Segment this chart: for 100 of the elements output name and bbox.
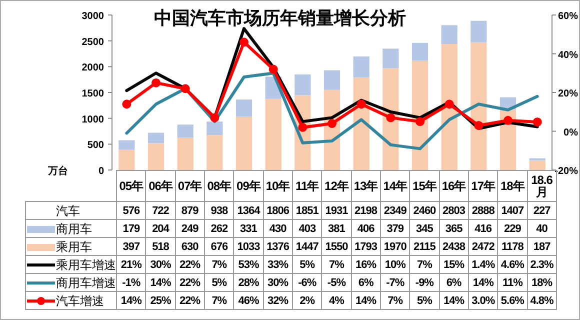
data-label: 33%	[263, 256, 292, 274]
data-label: 262	[204, 220, 234, 238]
data-label: 30%	[146, 256, 176, 274]
data-label: 53%	[234, 256, 264, 274]
y-tick-label: 3000	[82, 11, 104, 22]
data-label: 1178	[498, 238, 528, 256]
x-tick-label: 18.6月	[527, 170, 556, 202]
total-label: 938	[204, 202, 234, 220]
data-label: 4%	[322, 292, 352, 310]
data-label: -7%	[380, 274, 410, 292]
data-label: 345	[410, 220, 440, 238]
total-label: 1931	[322, 202, 352, 220]
y-axis-title: 万台	[47, 165, 68, 177]
data-label: 14%	[468, 274, 498, 292]
data-label: 331	[234, 220, 264, 238]
data-label: 6%	[351, 274, 380, 292]
data-label: 28%	[234, 274, 264, 292]
total-label: 2349	[380, 202, 410, 220]
data-label: 5%	[410, 292, 440, 310]
data-label: 14%	[146, 274, 176, 292]
data-label: 14%	[351, 292, 380, 310]
data-label: 229	[498, 220, 528, 238]
data-label: 5%	[292, 256, 322, 274]
data-label: -6%	[292, 274, 322, 292]
x-tick-label: 14年	[380, 170, 410, 202]
total-label: 1851	[292, 202, 322, 220]
data-label: 3.0%	[468, 292, 498, 310]
y2-tick-label: -20%	[554, 166, 578, 177]
data-label: 1793	[351, 238, 380, 256]
x-tick-label: 17年	[468, 170, 498, 202]
total-label: 2198	[351, 202, 380, 220]
data-label: 204	[146, 220, 176, 238]
data-label: 2438	[439, 238, 468, 256]
data-label: -5%	[322, 274, 352, 292]
y2-tick-label: 20%	[558, 88, 578, 100]
data-label: 7%	[410, 256, 440, 274]
data-label: 4.8%	[527, 292, 556, 310]
total-label: 2888	[468, 202, 498, 220]
data-label: 15%	[439, 256, 468, 274]
y-tick-label: 500	[87, 140, 104, 152]
data-label: 25%	[146, 292, 176, 310]
legend-label: 商用车	[56, 222, 92, 236]
y-tick-label: 2500	[82, 36, 104, 48]
total-label: 879	[175, 202, 204, 220]
data-label: 1.4%	[468, 256, 498, 274]
x-tick-label: 18年	[498, 170, 528, 202]
data-label: 1447	[292, 238, 322, 256]
y2-tick-label: 60%	[558, 11, 578, 22]
total-label: 1364	[234, 202, 264, 220]
data-label: -1%	[116, 274, 146, 292]
x-tick-label: 13年	[351, 170, 380, 202]
x-tick-label: 15年	[410, 170, 440, 202]
y-tick-label: 0	[98, 166, 104, 177]
data-label: 630	[175, 238, 204, 256]
data-label: 1376	[263, 238, 292, 256]
x-tick-label: 10年	[263, 170, 292, 202]
data-label: 179	[116, 220, 146, 238]
total-label: 722	[146, 202, 176, 220]
data-label: 7%	[380, 292, 410, 310]
x-tick-label: 07年	[175, 170, 204, 202]
data-label: 46%	[234, 292, 264, 310]
data-label: 249	[175, 220, 204, 238]
y2-tick-label: 40%	[558, 50, 578, 61]
x-tick-label: 08年	[204, 170, 234, 202]
x-tick-label: 05年	[116, 170, 146, 202]
data-label: 7%	[204, 292, 234, 310]
total-label: 576	[116, 202, 146, 220]
legend-label: 汽车增速	[56, 294, 104, 308]
data-label: 32%	[263, 292, 292, 310]
data-label: 403	[292, 220, 322, 238]
chart-title: 中国汽车市场历年销量增长分析	[154, 8, 406, 28]
data-label: 379	[380, 220, 410, 238]
data-label: 1033	[234, 238, 264, 256]
data-label: 22%	[175, 256, 204, 274]
data-label: 18%	[527, 274, 556, 292]
data-label: 365	[439, 220, 468, 238]
data-label: 187	[527, 238, 556, 256]
data-label: 2.3%	[527, 256, 556, 274]
data-label: 14%	[439, 292, 468, 310]
data-label: 22%	[175, 274, 204, 292]
y-tick-label: 2000	[82, 62, 104, 74]
data-label: 30%	[263, 274, 292, 292]
data-label: 14%	[116, 292, 146, 310]
data-label: 2115	[410, 238, 440, 256]
x-tick-label: 09年	[234, 170, 264, 202]
y-tick-label: 1500	[82, 88, 104, 100]
legend-label: 商用车增速	[56, 276, 116, 290]
data-label: 7%	[204, 256, 234, 274]
total-label: 1407	[498, 202, 528, 220]
data-label: 4.6%	[498, 256, 528, 274]
data-label: 430	[263, 220, 292, 238]
data-label: 676	[204, 238, 234, 256]
data-label: 2%	[292, 292, 322, 310]
x-tick-label: 12年	[322, 170, 352, 202]
data-label: 10%	[380, 256, 410, 274]
total-label: 2803	[439, 202, 468, 220]
data-label: 11%	[498, 274, 528, 292]
data-label: 5.6%	[498, 292, 528, 310]
x-tick-label: 11年	[292, 170, 322, 202]
data-label: 1970	[380, 238, 410, 256]
